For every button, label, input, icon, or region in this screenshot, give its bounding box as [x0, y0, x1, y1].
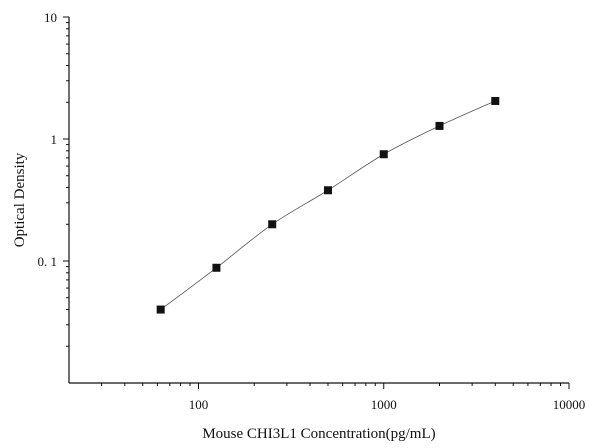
x-axis-title: Mouse CHI3L1 Concentration(pg/mL) [202, 426, 435, 442]
y-tick-label: 10 [44, 10, 57, 25]
data-point-1 [156, 305, 165, 314]
data-point-2 [212, 263, 221, 272]
data-point-4 [323, 186, 332, 195]
data-point-5 [379, 150, 388, 159]
y-axis-title: Optical Density [12, 152, 28, 247]
y-tick-label: 1 [51, 132, 58, 147]
ticks-group: 100 1000 10000 0. 1 1 10 [38, 10, 586, 412]
data-point-7 [491, 96, 500, 105]
x-tick-label: 10000 [553, 397, 586, 412]
y-tick-label: 0. 1 [38, 254, 58, 269]
x-tick-label: 1000 [371, 397, 397, 412]
x-tick-label: 100 [189, 397, 209, 412]
data-point-3 [268, 220, 277, 229]
data-point-6 [435, 121, 444, 130]
data-points-group [156, 96, 500, 314]
axes-group [68, 17, 569, 384]
